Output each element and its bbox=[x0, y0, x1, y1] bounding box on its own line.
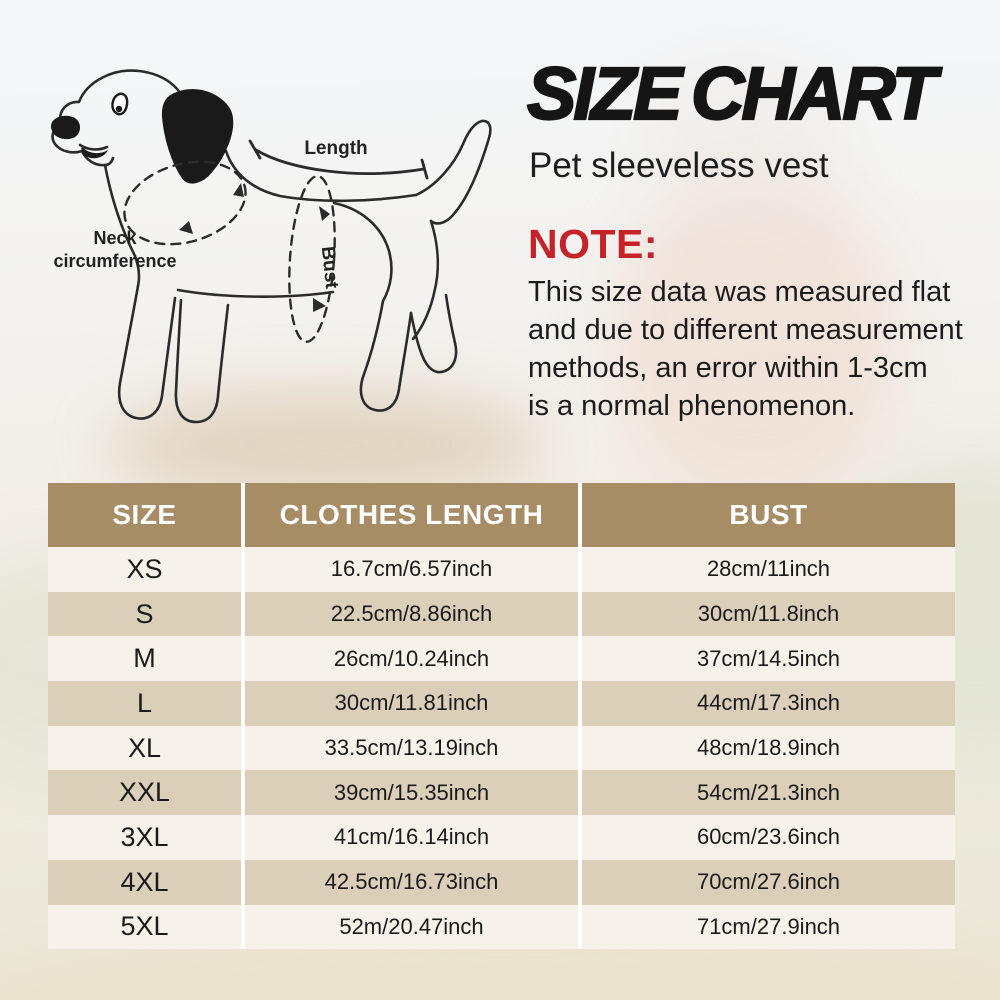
note-line: and due to different measurement bbox=[528, 314, 963, 346]
note-body: This size data was measured flat and due… bbox=[528, 273, 978, 425]
size-table: SIZE CLOTHES LENGTH BUST XS 16.7cm/6.57i… bbox=[48, 483, 955, 950]
bust-cell: 28cm/11inch bbox=[578, 547, 955, 592]
table-row: L 30cm/11.81inch 44cm/17.3inch bbox=[48, 681, 955, 726]
note-line: methods, an error within 1-3cm bbox=[528, 352, 928, 384]
table-row: XL 33.5cm/13.19inch 48cm/18.9inch bbox=[48, 725, 955, 771]
dog-back-line bbox=[226, 151, 416, 201]
neck-label-line2: circumference bbox=[53, 251, 176, 271]
dog-belly-line bbox=[178, 290, 333, 297]
dog-nose bbox=[51, 115, 81, 140]
bust-label: Bust bbox=[317, 245, 342, 290]
dog-tail bbox=[416, 121, 490, 224]
table-row: 3XL 41cm/16.14inch 60cm/23.6inch bbox=[48, 815, 955, 860]
bust-dashed-ellipse bbox=[284, 175, 339, 344]
clothes-length-cell: 26cm/10.24inch bbox=[241, 636, 580, 682]
dog-rear-leg-near bbox=[361, 301, 411, 411]
neck-arrowhead bbox=[179, 221, 193, 234]
size-cell: XXL bbox=[118, 777, 171, 808]
size-cell: 5XL bbox=[120, 911, 169, 942]
length-arrow-curve bbox=[256, 150, 424, 174]
dog-rump-line bbox=[413, 221, 438, 339]
neck-arrowhead bbox=[233, 183, 244, 197]
column-header-clothes-length: CLOTHES LENGTH bbox=[241, 483, 580, 547]
dog-haunch-line bbox=[334, 203, 391, 301]
dog-rear-leg-far bbox=[411, 295, 456, 372]
note-line: is a normal phenomenon. bbox=[528, 390, 856, 422]
dog-eye-pupil bbox=[115, 105, 123, 113]
bust-cell: 48cm/18.9inch bbox=[578, 725, 955, 771]
column-header-size: SIZE bbox=[48, 483, 243, 547]
length-label: Length bbox=[304, 138, 367, 159]
bust-cell: 70cm/27.6inch bbox=[578, 859, 955, 905]
bust-arrowhead bbox=[313, 298, 326, 312]
dog-chest-line bbox=[105, 165, 139, 286]
size-cell: 3XL bbox=[120, 821, 169, 852]
column-header-bust: BUST bbox=[578, 483, 955, 547]
note-heading: NOTE: bbox=[528, 221, 659, 267]
bust-cell: 37cm/14.5inch bbox=[578, 636, 955, 682]
bust-cell: 54cm/21.3inch bbox=[578, 770, 955, 816]
clothes-length-cell: 52m/20.47inch bbox=[241, 904, 580, 950]
table-row: 5XL 52m/20.47inch 71cm/27.9inch bbox=[48, 904, 955, 950]
clothes-length-cell: 30cm/11.81inch bbox=[241, 681, 580, 726]
table-row: M 26cm/10.24inch 37cm/14.5inch bbox=[48, 636, 955, 682]
size-cell: XS bbox=[126, 553, 163, 584]
clothes-length-cell: 33.5cm/13.19inch bbox=[241, 725, 580, 771]
size-cell: XL bbox=[127, 732, 162, 763]
bust-cell: 60cm/23.6inch bbox=[578, 815, 955, 860]
page-subtitle: Pet sleeveless vest bbox=[529, 146, 829, 185]
clothes-length-cell: 42.5cm/16.73inch bbox=[241, 859, 580, 905]
size-cell: M bbox=[133, 643, 156, 674]
dog-ear bbox=[163, 90, 232, 182]
note-line: This size data was measured flat bbox=[528, 276, 951, 308]
size-cell: 4XL bbox=[120, 866, 169, 897]
dog-front-leg-near bbox=[119, 286, 175, 419]
table-header-row: SIZE CLOTHES LENGTH BUST bbox=[48, 483, 955, 547]
page-title: SIZE CHART bbox=[526, 52, 938, 135]
clothes-length-cell: 16.7cm/6.57inch bbox=[241, 547, 580, 592]
clothes-length-cell: 41cm/16.14inch bbox=[241, 815, 580, 860]
table-row: XS 16.7cm/6.57inch 28cm/11inch bbox=[48, 547, 955, 592]
bust-cell: 30cm/11.8inch bbox=[578, 591, 955, 637]
dog-front-leg-far bbox=[176, 300, 228, 422]
size-cell: S bbox=[135, 598, 154, 629]
size-cell: L bbox=[136, 687, 153, 718]
table-row: S 22.5cm/8.86inch 30cm/11.8inch bbox=[48, 591, 955, 637]
dog-measurement-diagram: Length Bust Neck circumference bbox=[51, 55, 508, 460]
dog-mouth-line bbox=[80, 145, 107, 149]
dog-mouth-fill bbox=[81, 147, 108, 159]
table-row: XXL 39cm/15.35inch 54cm/21.3inch bbox=[48, 770, 955, 816]
clothes-length-cell: 39cm/15.35inch bbox=[241, 770, 580, 816]
neck-dashed-ellipse bbox=[115, 148, 256, 257]
clothes-length-cell: 22.5cm/8.86inch bbox=[241, 591, 580, 637]
neck-label-line1: Neck bbox=[93, 228, 137, 248]
length-arrow-startbar bbox=[250, 141, 260, 158]
bust-cell: 71cm/27.9inch bbox=[578, 904, 955, 950]
size-table-header: SIZE CLOTHES LENGTH BUST bbox=[48, 483, 955, 547]
bust-cell: 44cm/17.3inch bbox=[578, 681, 955, 726]
bust-arrowhead bbox=[319, 206, 330, 221]
table-row: 4XL 42.5cm/16.73inch 70cm/27.6inch bbox=[48, 859, 955, 905]
length-arrow-endbar bbox=[422, 160, 427, 178]
